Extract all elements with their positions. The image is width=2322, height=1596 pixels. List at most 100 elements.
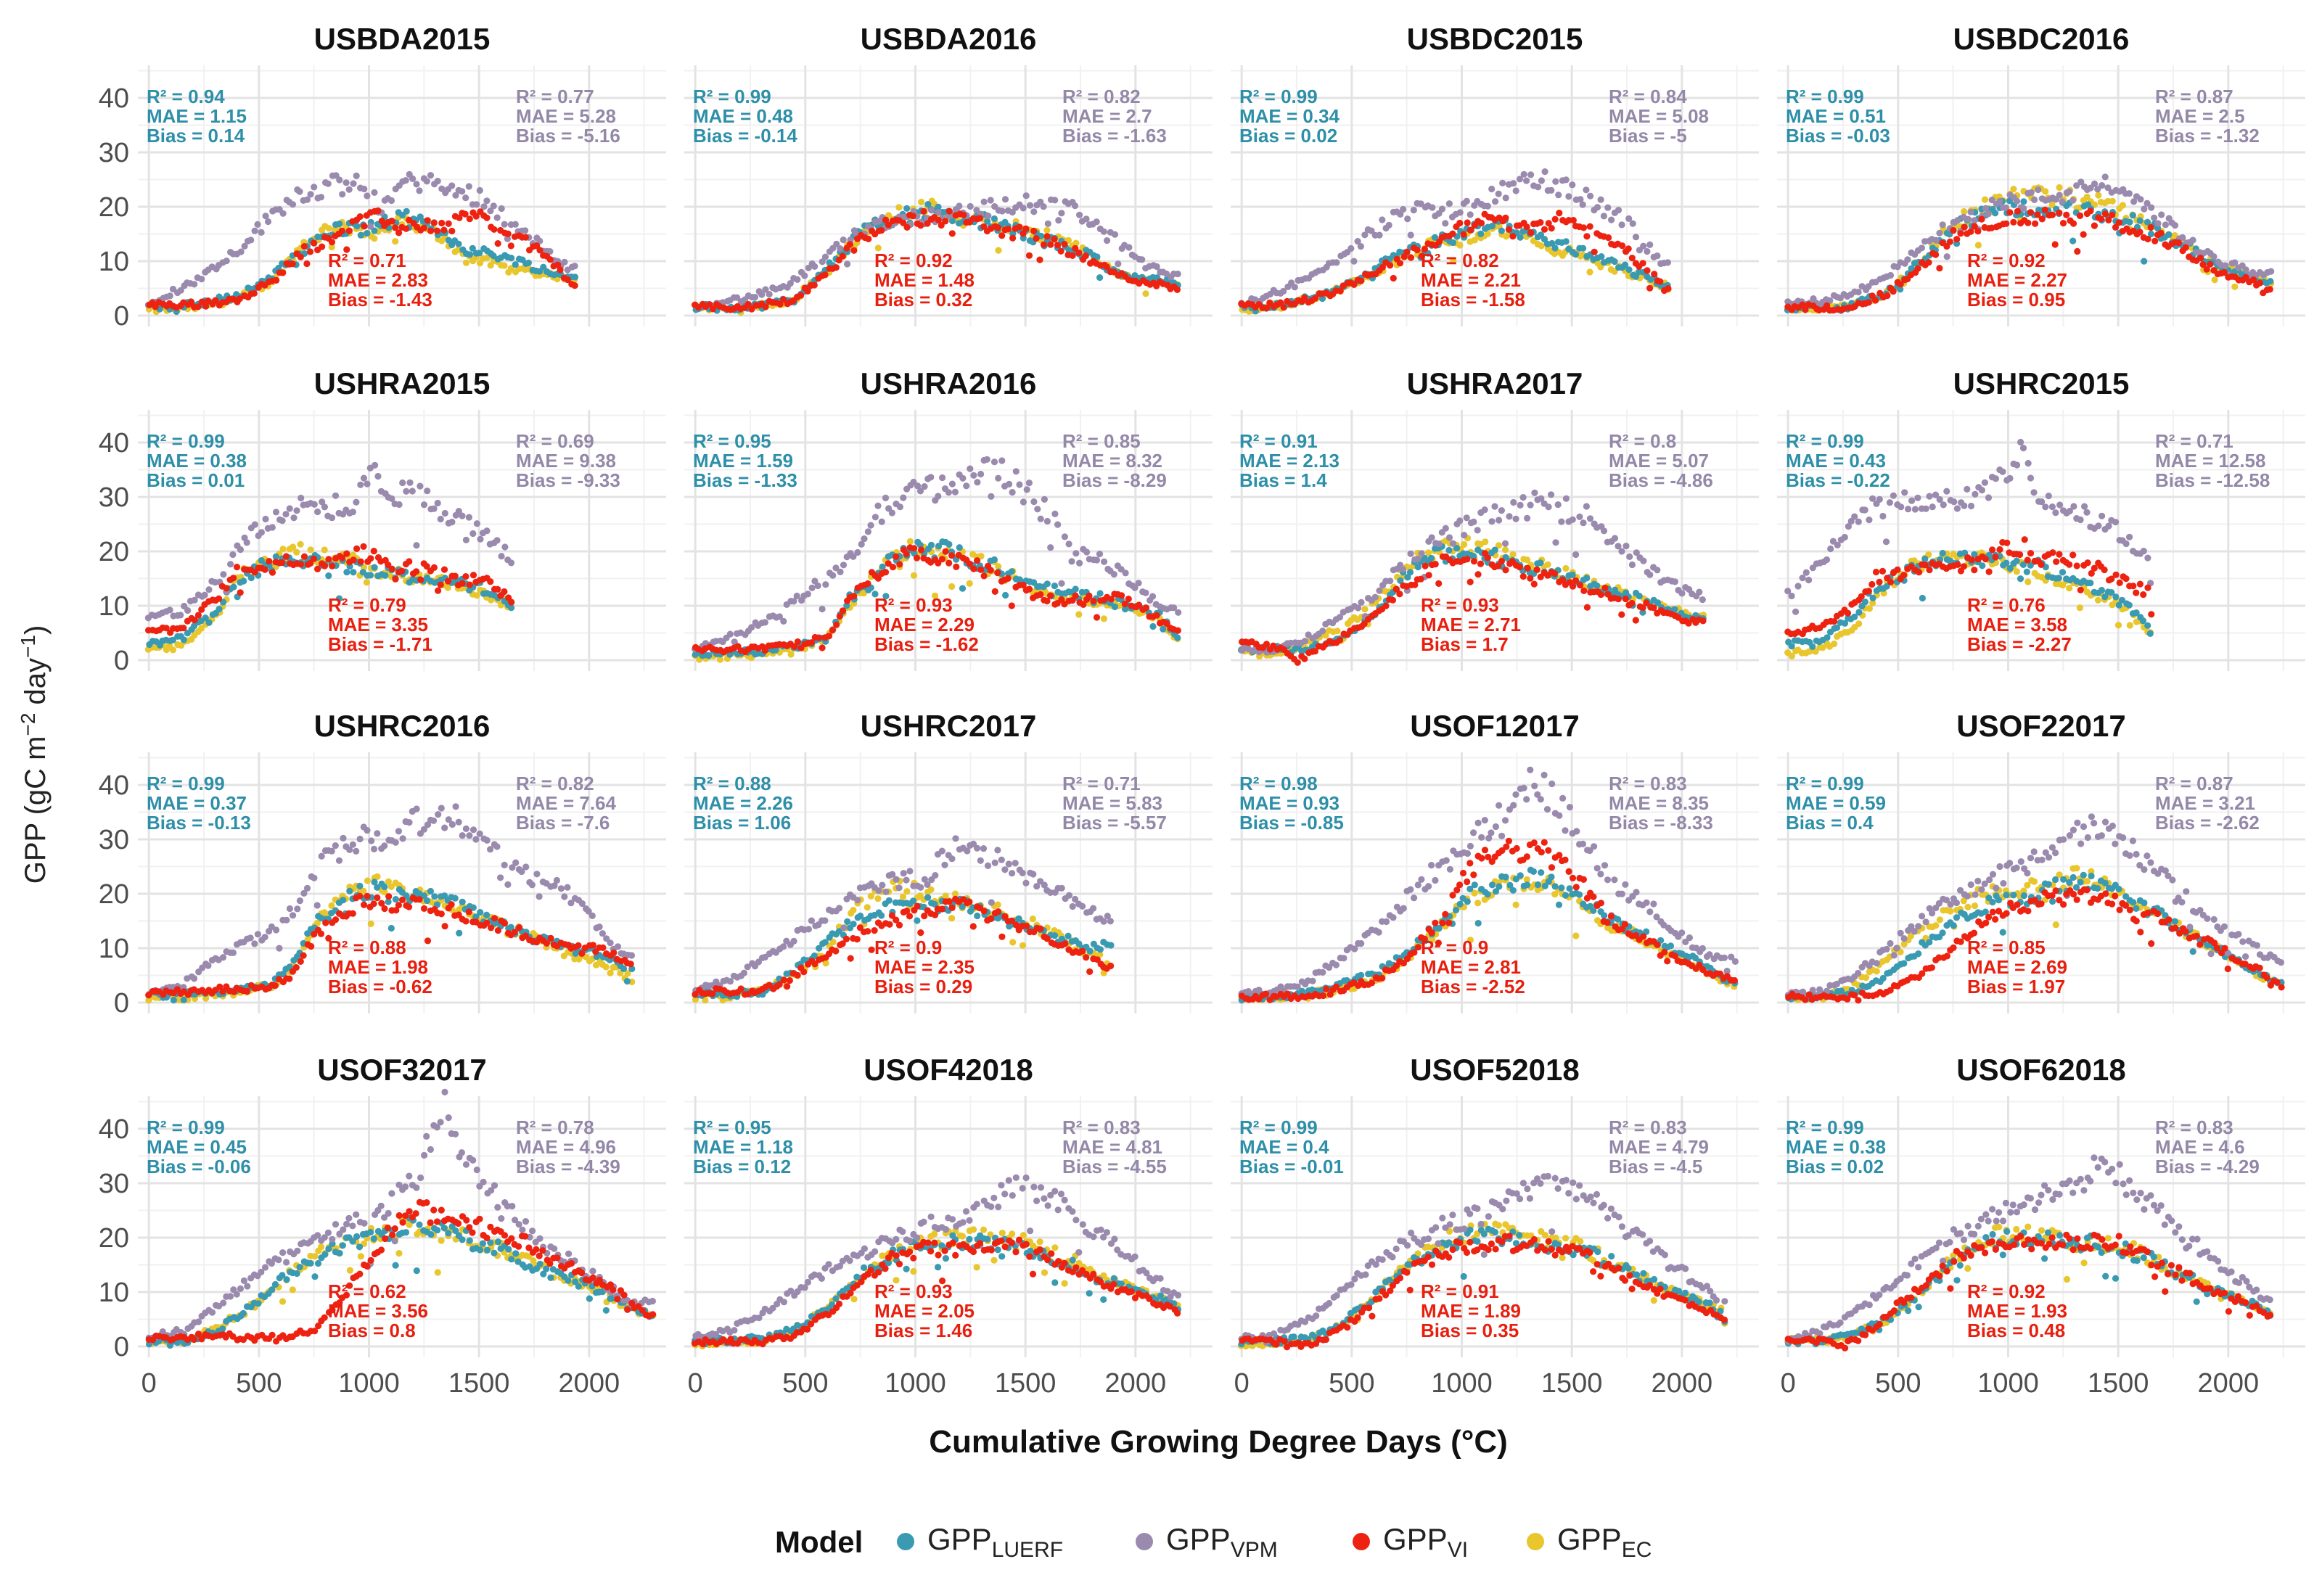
data-point xyxy=(303,196,311,203)
data-point xyxy=(423,897,431,905)
data-point xyxy=(180,996,187,1003)
data-point xyxy=(1033,235,1040,242)
data-point xyxy=(1696,588,1703,596)
data-point xyxy=(780,617,787,625)
data-point xyxy=(837,245,844,252)
stat-text: Bias = -1.32 xyxy=(2155,125,2260,147)
stat-text: MAE = 2.7 xyxy=(1062,105,1152,127)
data-point xyxy=(336,220,343,228)
data-point xyxy=(1100,615,1107,622)
data-point xyxy=(1565,193,1572,200)
data-point xyxy=(896,503,903,511)
data-point xyxy=(536,268,543,275)
data-point xyxy=(990,458,998,466)
data-point xyxy=(1636,593,1643,600)
data-point xyxy=(2077,212,2084,219)
data-point xyxy=(349,841,356,848)
data-point xyxy=(349,910,356,917)
data-point xyxy=(501,262,508,269)
data-point xyxy=(2268,268,2275,275)
data-point xyxy=(462,536,470,544)
data-point xyxy=(508,255,515,262)
data-point xyxy=(2035,186,2042,194)
data-point xyxy=(469,826,477,834)
data-point xyxy=(413,181,420,188)
data-point xyxy=(1541,226,1548,233)
data-point xyxy=(1025,252,1033,259)
data-point xyxy=(1509,551,1517,559)
stat-text: MAE = 1.59 xyxy=(693,450,793,472)
data-point xyxy=(1981,479,1988,486)
data-point xyxy=(917,222,924,229)
data-point xyxy=(205,962,212,969)
data-point xyxy=(300,952,307,959)
data-point xyxy=(392,896,400,903)
data-point xyxy=(388,218,396,225)
data-point xyxy=(821,253,829,260)
data-point xyxy=(1495,190,1502,197)
data-point xyxy=(1502,567,1509,574)
data-point xyxy=(1583,604,1591,611)
stat-text: R² = 0.99 xyxy=(147,773,225,794)
data-point xyxy=(2266,286,2273,293)
data-point xyxy=(1449,239,1456,247)
data-point xyxy=(854,548,861,556)
data-point xyxy=(2024,556,2031,564)
data-point xyxy=(294,905,301,913)
data-point xyxy=(273,276,280,284)
data-point xyxy=(1901,489,1908,496)
stat-text: Bias = 0.02 xyxy=(1239,125,1337,147)
data-point xyxy=(343,569,350,576)
stat-text: Bias = -1.58 xyxy=(1421,289,1525,310)
data-point xyxy=(1926,493,1933,500)
data-point xyxy=(1125,596,1132,603)
data-point xyxy=(491,226,498,233)
data-point xyxy=(819,644,826,651)
data-point xyxy=(409,175,417,182)
data-point xyxy=(435,811,442,818)
data-point xyxy=(909,213,916,220)
data-point xyxy=(2125,190,2133,197)
data-point xyxy=(2101,566,2108,574)
data-point xyxy=(345,186,353,193)
data-point xyxy=(1887,578,1895,585)
data-point xyxy=(1301,638,1308,645)
stat-text: R² = 0.99 xyxy=(1239,86,1318,107)
data-point xyxy=(1872,568,1880,576)
stat-text: R² = 0.69 xyxy=(516,430,594,452)
data-point xyxy=(1527,501,1534,509)
data-point xyxy=(1442,525,1449,532)
data-point xyxy=(504,881,512,888)
series-gpp_vi xyxy=(146,207,578,311)
data-point xyxy=(1071,202,1079,210)
data-point xyxy=(1646,241,1654,248)
data-point xyxy=(726,630,734,638)
data-point xyxy=(2074,247,2081,255)
data-point xyxy=(170,997,177,1004)
data-point xyxy=(1474,527,1481,534)
stat-text: Bias = -5.16 xyxy=(516,125,620,147)
data-point xyxy=(286,975,293,982)
data-point xyxy=(1382,602,1390,609)
stat-text: R² = 0.79 xyxy=(328,594,406,616)
data-point xyxy=(1953,505,1961,512)
data-point xyxy=(445,220,452,227)
data-point xyxy=(900,494,907,501)
data-point xyxy=(945,207,953,215)
data-point xyxy=(801,272,808,279)
data-point xyxy=(1054,521,1062,528)
data-point xyxy=(1358,277,1365,284)
stat-text: Bias = -1.63 xyxy=(1062,125,1167,147)
data-point xyxy=(237,589,244,596)
data-point xyxy=(310,239,318,247)
data-point xyxy=(1396,591,1403,598)
data-point xyxy=(1090,597,1097,605)
data-point xyxy=(1002,591,1009,599)
data-point xyxy=(303,884,311,892)
data-point xyxy=(2021,536,2028,543)
data-point xyxy=(1936,229,1943,236)
data-point xyxy=(2140,548,2147,555)
